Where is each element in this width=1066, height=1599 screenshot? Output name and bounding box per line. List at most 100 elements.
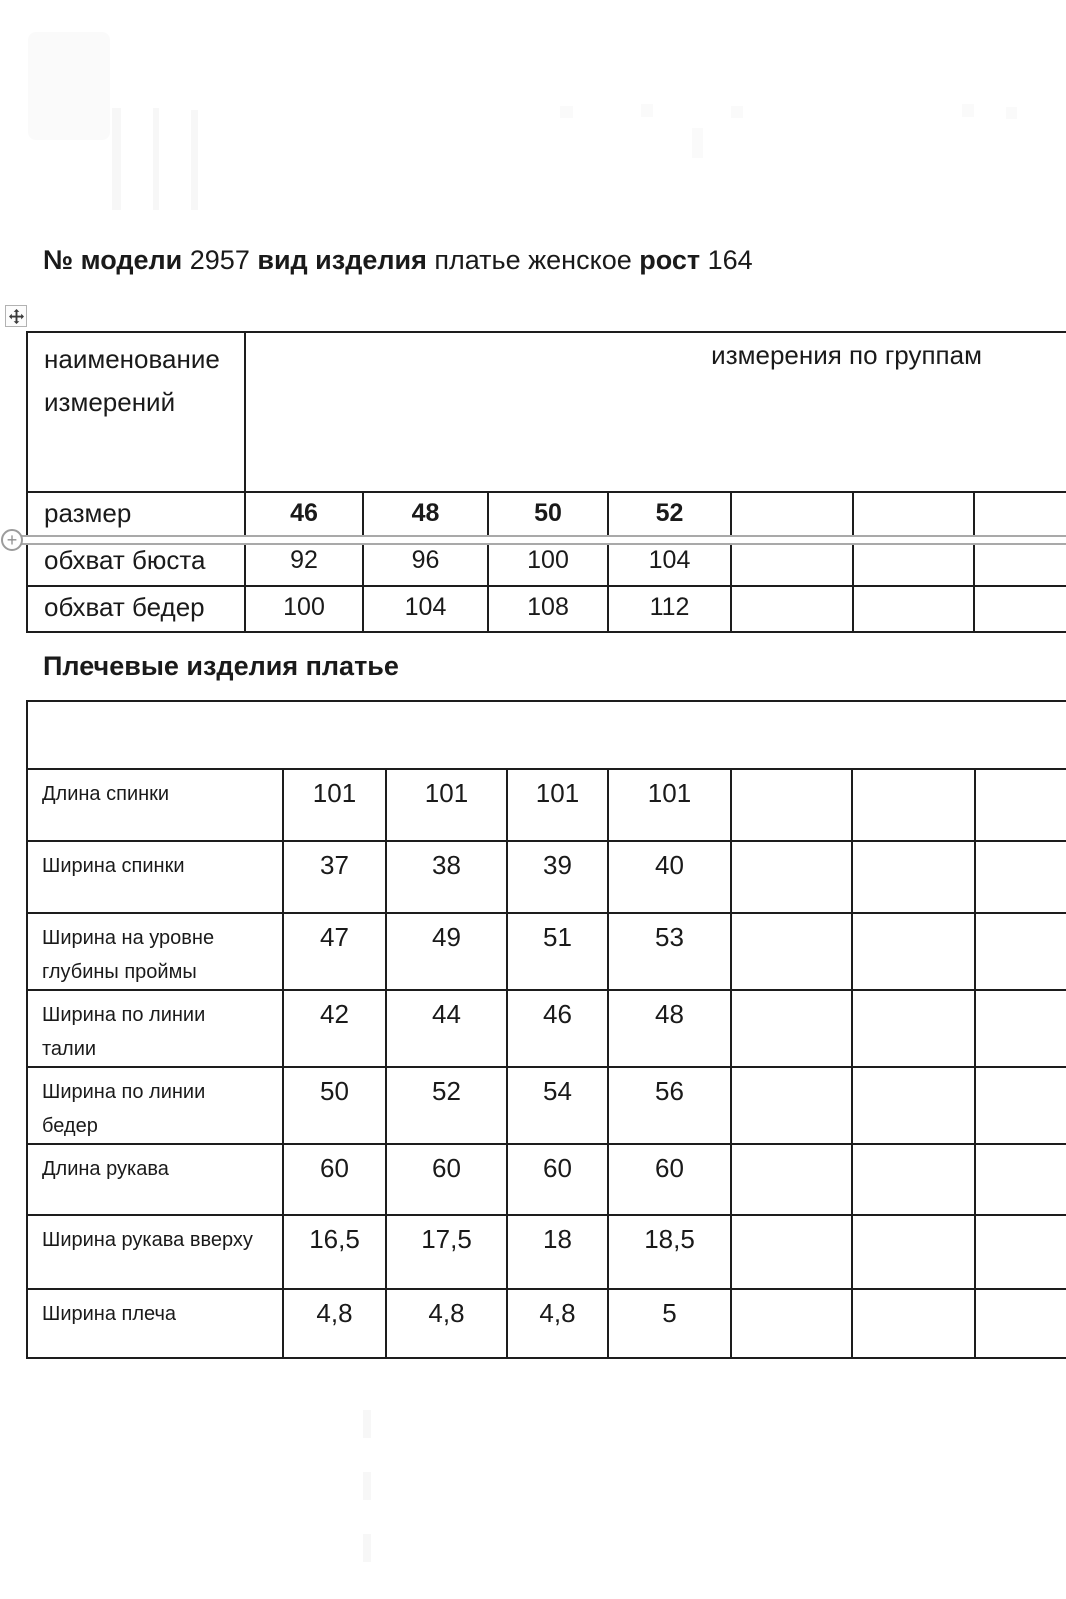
empty-cell[interactable] <box>974 1288 1066 1359</box>
value-cell[interactable]: 60 <box>385 1143 508 1216</box>
empty-cell[interactable] <box>973 585 1066 633</box>
empty-cell[interactable] <box>730 989 853 1068</box>
value-cell[interactable]: 39 <box>506 840 609 914</box>
empty-cell[interactable] <box>730 912 853 991</box>
empty-cell[interactable] <box>851 1143 976 1216</box>
value-cell[interactable]: 46 <box>506 989 609 1068</box>
empty-cell[interactable] <box>730 1066 853 1145</box>
empty-cell[interactable] <box>852 538 975 587</box>
empty-cell[interactable] <box>851 1288 976 1359</box>
scan-artifact <box>962 104 974 117</box>
shoulder-products-table: Длина спинки 101 101 101 101 Ширина спин… <box>25 700 1066 1359</box>
row-label-cell[interactable]: Ширина рукава вверху <box>26 1214 284 1290</box>
size-cell[interactable]: 50 <box>487 491 609 540</box>
value-cell[interactable]: 101 <box>607 768 732 842</box>
value-cell[interactable]: 100 <box>244 585 364 633</box>
value-cell[interactable]: 104 <box>362 585 489 633</box>
value-cell[interactable]: 108 <box>487 585 609 633</box>
empty-cell[interactable] <box>851 768 976 842</box>
value-cell[interactable]: 4,8 <box>385 1288 508 1359</box>
value-cell[interactable]: 17,5 <box>385 1214 508 1290</box>
empty-cell[interactable] <box>730 1288 853 1359</box>
value-cell[interactable]: 60 <box>607 1143 732 1216</box>
empty-cell[interactable] <box>730 491 854 540</box>
table1-header-name-cell[interactable]: наименование измерений <box>26 331 246 493</box>
empty-cell[interactable] <box>973 491 1066 540</box>
scan-artifact <box>641 104 653 117</box>
row-label-cell[interactable]: Ширина по линии талии <box>26 989 284 1068</box>
empty-cell[interactable] <box>730 538 854 587</box>
value-cell[interactable]: 49 <box>385 912 508 991</box>
row-label-cell[interactable]: Ширина по линии бедер <box>26 1066 284 1145</box>
value-cell[interactable]: 92 <box>244 538 364 587</box>
empty-cell[interactable] <box>851 912 976 991</box>
empty-cell[interactable] <box>852 491 975 540</box>
table1-header-group-cell[interactable]: измерения по группам <box>243 331 1066 493</box>
value-cell[interactable]: 53 <box>607 912 732 991</box>
size-cell[interactable]: 46 <box>244 491 364 540</box>
value-cell[interactable]: 60 <box>506 1143 609 1216</box>
value-cell[interactable]: 56 <box>607 1066 732 1145</box>
value-cell[interactable]: 101 <box>282 768 387 842</box>
scan-artifact <box>153 108 159 210</box>
empty-cell[interactable] <box>851 840 976 914</box>
empty-cell[interactable] <box>974 1214 1066 1290</box>
value-cell[interactable]: 96 <box>362 538 489 587</box>
empty-cell[interactable] <box>974 1066 1066 1145</box>
empty-cell[interactable] <box>974 989 1066 1068</box>
value-cell[interactable]: 16,5 <box>282 1214 387 1290</box>
row-label-cell[interactable]: размер <box>26 491 246 540</box>
value-cell[interactable]: 51 <box>506 912 609 991</box>
value-cell[interactable]: 48 <box>607 989 732 1068</box>
size-cell[interactable]: 52 <box>607 491 732 540</box>
value-cell[interactable]: 50 <box>282 1066 387 1145</box>
scan-artifact <box>363 1472 371 1500</box>
empty-cell[interactable] <box>974 768 1066 842</box>
empty-cell[interactable] <box>974 912 1066 991</box>
empty-cell[interactable] <box>730 768 853 842</box>
table-row: Ширина спинки 37 38 39 40 <box>26 840 1066 914</box>
value-cell[interactable]: 40 <box>607 840 732 914</box>
value-cell[interactable]: 4,8 <box>282 1288 387 1359</box>
value-cell[interactable]: 54 <box>506 1066 609 1145</box>
empty-cell[interactable] <box>730 585 854 633</box>
empty-cell[interactable] <box>730 1214 853 1290</box>
value-cell[interactable]: 101 <box>506 768 609 842</box>
value-cell[interactable]: 104 <box>607 538 732 587</box>
empty-cell[interactable] <box>973 538 1066 587</box>
row-label-cell[interactable]: Длина спинки <box>26 768 284 842</box>
value-cell[interactable]: 52 <box>385 1066 508 1145</box>
row-label-cell[interactable]: Ширина на уровне глубины проймы <box>26 912 284 991</box>
value-cell[interactable]: 112 <box>607 585 732 633</box>
value-cell[interactable]: 100 <box>487 538 609 587</box>
insert-row-button[interactable]: + <box>1 529 23 551</box>
empty-cell[interactable] <box>974 1143 1066 1216</box>
value-cell[interactable]: 44 <box>385 989 508 1068</box>
value-cell[interactable]: 18 <box>506 1214 609 1290</box>
value-cell[interactable]: 101 <box>385 768 508 842</box>
value-cell[interactable]: 18,5 <box>607 1214 732 1290</box>
empty-cell[interactable] <box>851 1214 976 1290</box>
value-cell[interactable]: 4,8 <box>506 1288 609 1359</box>
row-label-cell[interactable]: Ширина плеча <box>26 1288 284 1359</box>
row-label-cell[interactable]: Ширина спинки <box>26 840 284 914</box>
empty-cell[interactable] <box>851 1066 976 1145</box>
empty-cell[interactable] <box>730 1143 853 1216</box>
value-cell[interactable]: 47 <box>282 912 387 991</box>
value-cell[interactable]: 37 <box>282 840 387 914</box>
empty-cell[interactable] <box>852 585 975 633</box>
value-cell[interactable]: 42 <box>282 989 387 1068</box>
value-cell[interactable]: 38 <box>385 840 508 914</box>
table2-header-cell[interactable] <box>25 700 1066 770</box>
row-label-cell[interactable]: обхват бедер <box>26 585 246 633</box>
value-cell[interactable]: 60 <box>282 1143 387 1216</box>
empty-cell[interactable] <box>851 989 976 1068</box>
empty-cell[interactable] <box>974 840 1066 914</box>
row-label-cell[interactable]: Длина рукава <box>26 1143 284 1216</box>
table-move-handle[interactable] <box>5 305 27 327</box>
value-cell[interactable]: 5 <box>607 1288 732 1359</box>
scan-artifact <box>560 106 573 118</box>
empty-cell[interactable] <box>730 840 853 914</box>
row-label-cell[interactable]: обхват бюста <box>26 538 246 587</box>
size-cell[interactable]: 48 <box>362 491 489 540</box>
